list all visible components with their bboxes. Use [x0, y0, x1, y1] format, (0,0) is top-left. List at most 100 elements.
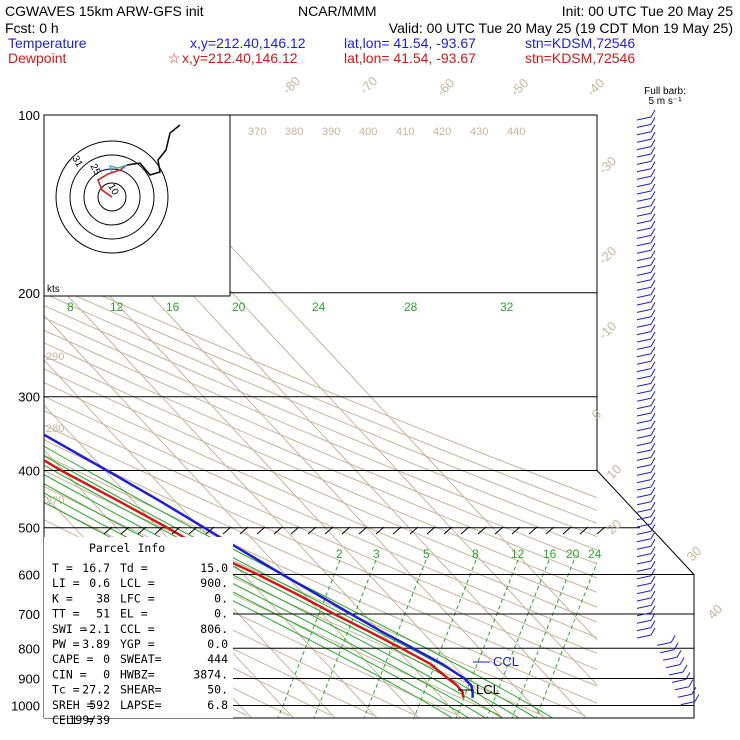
hatch-mark	[188, 526, 198, 535]
wind-barb	[636, 516, 656, 528]
isotherm-label: -30	[596, 153, 620, 177]
wind-barb	[636, 627, 656, 639]
hatch-mark	[528, 526, 538, 535]
wind-barb	[636, 309, 656, 321]
pressure-tick-label: 200	[18, 286, 40, 301]
parcel-info-cell: CAPE =	[52, 652, 94, 666]
wind-barb	[636, 561, 656, 572]
dry-adiabat-line	[44, 355, 597, 593]
hatch-mark	[154, 526, 164, 535]
parcel-info-background	[44, 537, 233, 718]
hatch-mark	[256, 526, 266, 535]
parcel-info-title: Parcel Info	[89, 541, 165, 555]
hodograph-ring-label-inner: 10	[105, 182, 120, 198]
hodograph: 31 25 10 kts	[43, 114, 231, 297]
wind-barb	[665, 657, 685, 669]
isotherm-line	[0, 115, 1, 718]
wind-barb	[636, 509, 656, 521]
hatch-mark	[205, 526, 215, 535]
hatch-mark	[273, 526, 283, 535]
parcel-info-cell: SWEAT=	[120, 652, 162, 666]
dry-adiabat-line	[44, 395, 597, 639]
wind-barb	[636, 265, 656, 276]
wind-barb	[677, 686, 697, 698]
temperature-xy: x,y=212.40,146.12	[190, 35, 306, 51]
isotherm-labels: -80 -70 -60 -50 -40 -30 -20 -10 0 10 20 30 40	[280, 73, 726, 622]
wind-barb	[636, 287, 656, 299]
isotherm-label: -60	[434, 75, 458, 99]
wind-barb	[636, 598, 656, 609]
pressure-tick-label: 700	[18, 607, 40, 622]
parcel-info-cell: 38	[96, 591, 110, 605]
parcel-info-cell: 51	[96, 607, 110, 621]
wind-barb	[636, 605, 656, 617]
isotherm-line	[44, 224, 503, 718]
parcel-info-cell: 199/39	[68, 713, 110, 727]
parcel-info-cell: 806.	[200, 622, 228, 636]
isotherm-line	[44, 179, 545, 718]
hatch-mark	[494, 526, 504, 535]
level-markers: CCL LCL	[458, 654, 519, 697]
dry-adiabat-line	[44, 342, 597, 579]
dry-adiabat-line	[44, 269, 597, 499]
star-icon: ☆	[168, 50, 181, 66]
hodograph-ring-inner	[83, 168, 141, 226]
parcel-info-cell: LI =	[52, 576, 80, 590]
parcel-info-cell: SWI =	[52, 622, 87, 636]
wind-barb	[636, 131, 656, 143]
sounding-profiles	[44, 433, 474, 698]
pressure-tick-label: 500	[18, 521, 40, 536]
parcel-info-cell: HWBZ=	[120, 667, 155, 681]
hatch-mark	[426, 526, 436, 535]
theta-label: 390	[322, 126, 340, 138]
parcel-info-cell: 0.6	[89, 576, 110, 590]
hodograph-units: kts	[47, 284, 60, 295]
parcel-info-cell: EL =	[120, 607, 148, 621]
parcel-info-cell: 27.2	[82, 683, 110, 697]
temperature-legend: Temperature	[8, 35, 87, 51]
hodograph-frame	[43, 114, 231, 297]
wind-barb	[636, 228, 656, 239]
wind-barb	[636, 405, 656, 417]
mixing-ratio-line	[455, 559, 519, 718]
wind-barb	[636, 161, 656, 173]
dry-adiabat-line	[44, 469, 586, 716]
parcel-info-cell: SHEAR=	[120, 683, 162, 697]
pressure-tick-label: 600	[18, 567, 40, 582]
isotherm-label: -70	[357, 73, 381, 97]
hatch-mark	[477, 526, 487, 535]
mixing-ratio-line	[535, 561, 597, 718]
theta-label: 270	[46, 495, 64, 507]
wind-barb	[636, 420, 656, 432]
pressure-tick-label: 400	[18, 464, 40, 479]
model-title: CGWAVES 15km ARW-GFS init	[5, 3, 204, 19]
parcel-info-cell: LCL =	[120, 576, 155, 590]
hodograph-trace-mid	[108, 164, 128, 173]
parcel-info-cell: CCL =	[120, 622, 155, 636]
parcel-info-cell: 6.8	[207, 698, 228, 712]
dry-adiabat-line	[44, 382, 597, 623]
wind-barb	[636, 464, 656, 476]
moist-adiabat-line	[44, 464, 520, 718]
parcel-info-cell: CIN =	[52, 667, 87, 681]
isotherm-label: 10	[604, 461, 625, 482]
mixing-ratio-label: 5	[423, 547, 430, 561]
parcel-info-cell: 900.	[200, 576, 228, 590]
hatch-mark	[375, 526, 385, 535]
isotherm-label: 0	[589, 406, 605, 422]
wind-barb	[674, 679, 694, 691]
wind-barb	[636, 124, 656, 136]
isotherm-line	[0, 115, 43, 718]
hatch-mark	[511, 526, 521, 535]
dewpoint-legend: Dewpoint	[8, 50, 66, 66]
hatch-mark	[545, 526, 555, 535]
hatch-mark	[307, 526, 317, 535]
wind-barb	[636, 546, 656, 558]
theta-label: 430	[470, 126, 488, 138]
wind-barb	[636, 361, 656, 373]
wind-barb	[636, 316, 656, 328]
wind-barb	[636, 575, 656, 587]
temperature-profile	[44, 433, 474, 698]
wind-barb	[636, 553, 656, 565]
isotherm-label: -50	[508, 75, 532, 99]
